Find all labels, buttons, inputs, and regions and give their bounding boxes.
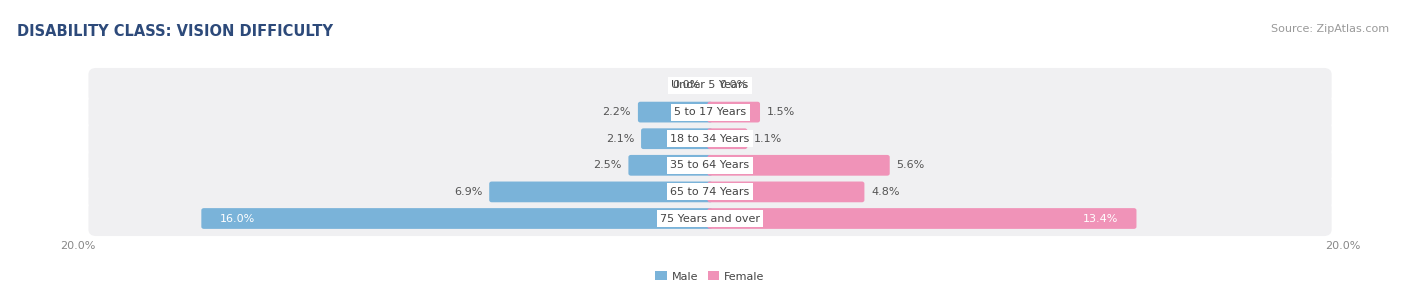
Text: 65 to 74 Years: 65 to 74 Years (671, 187, 749, 197)
Text: 75 Years and over: 75 Years and over (659, 213, 761, 223)
Text: 0.0%: 0.0% (672, 81, 700, 91)
Text: 35 to 64 Years: 35 to 64 Years (671, 160, 749, 170)
Text: 18 to 34 Years: 18 to 34 Years (671, 134, 749, 144)
Text: 2.2%: 2.2% (602, 107, 631, 117)
FancyBboxPatch shape (89, 68, 1331, 103)
Text: 13.4%: 13.4% (1083, 213, 1118, 223)
Text: 5 to 17 Years: 5 to 17 Years (673, 107, 747, 117)
FancyBboxPatch shape (489, 181, 713, 202)
FancyBboxPatch shape (89, 121, 1331, 156)
Text: 1.1%: 1.1% (755, 134, 783, 144)
FancyBboxPatch shape (641, 128, 713, 149)
FancyBboxPatch shape (89, 148, 1331, 183)
FancyBboxPatch shape (628, 155, 713, 176)
FancyBboxPatch shape (707, 102, 761, 123)
FancyBboxPatch shape (707, 128, 748, 149)
Text: Under 5 Years: Under 5 Years (672, 81, 748, 91)
FancyBboxPatch shape (707, 155, 890, 176)
Text: 2.1%: 2.1% (606, 134, 634, 144)
FancyBboxPatch shape (707, 181, 865, 202)
FancyBboxPatch shape (201, 208, 713, 229)
Text: 2.5%: 2.5% (593, 160, 621, 170)
Text: Source: ZipAtlas.com: Source: ZipAtlas.com (1271, 24, 1389, 34)
FancyBboxPatch shape (89, 201, 1331, 236)
Text: DISABILITY CLASS: VISION DIFFICULTY: DISABILITY CLASS: VISION DIFFICULTY (17, 24, 333, 39)
Legend: Male, Female: Male, Female (651, 267, 769, 286)
Text: 4.8%: 4.8% (872, 187, 900, 197)
Text: 6.9%: 6.9% (454, 187, 482, 197)
FancyBboxPatch shape (638, 102, 713, 123)
Text: 5.6%: 5.6% (897, 160, 925, 170)
FancyBboxPatch shape (707, 208, 1136, 229)
FancyBboxPatch shape (89, 174, 1331, 209)
Text: 0.0%: 0.0% (720, 81, 748, 91)
FancyBboxPatch shape (89, 95, 1331, 130)
Text: 16.0%: 16.0% (219, 213, 254, 223)
Text: 1.5%: 1.5% (768, 107, 796, 117)
